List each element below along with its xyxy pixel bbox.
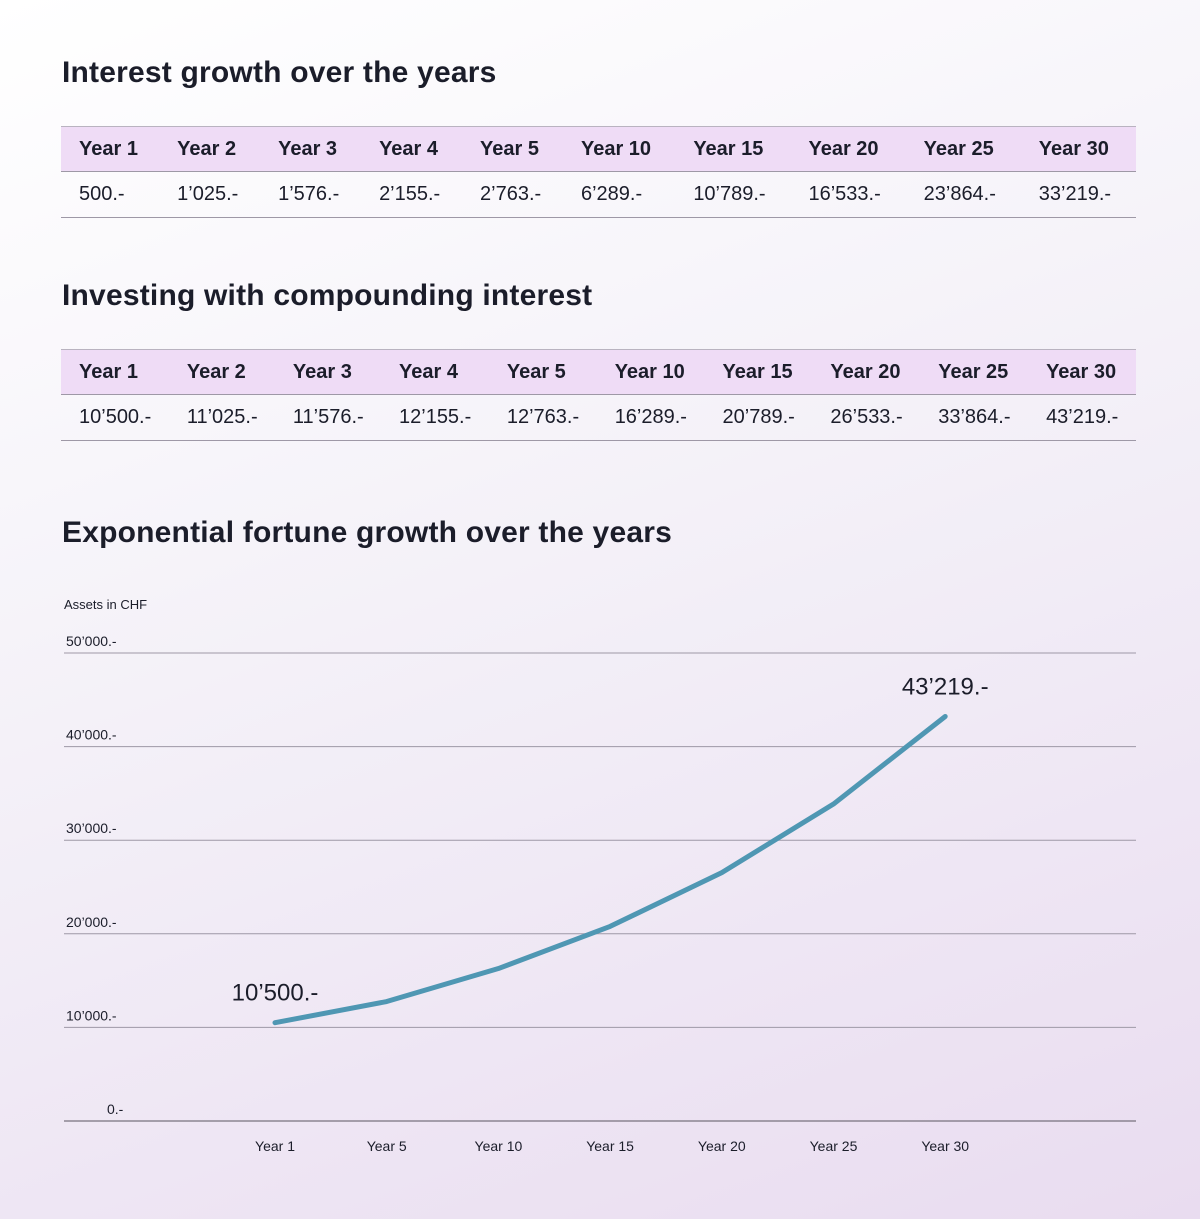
table-value-cell: 11’576.- [274, 394, 381, 441]
x-tick-label: Year 25 [810, 1138, 858, 1154]
x-tick-label: Year 10 [475, 1138, 523, 1154]
x-tick-label: Year 5 [367, 1138, 407, 1154]
table-value-cell: 43’219.- [1028, 394, 1136, 441]
y-tick-label: 20’000.- [66, 914, 117, 930]
chart-title: Exponential fortune growth over the year… [62, 516, 672, 549]
table-header-cell: Year 25 [905, 126, 1021, 172]
table-header-cell: Year 15 [675, 126, 791, 172]
table-value-cell: 33’864.- [920, 394, 1029, 441]
data-label: 10’500.- [232, 980, 319, 1007]
x-tick-label: Year 30 [921, 1138, 969, 1154]
table-header-cell: Year 2 [159, 126, 261, 172]
table-header-cell: Year 4 [361, 126, 463, 172]
interest-growth-table: Year 1 Year 2 Year 3 Year 4 Year 5 Year 10 Yea… [61, 126, 1136, 218]
y-tick-label: 10’000.- [66, 1007, 117, 1023]
table-value-cell: 10’789.- [675, 171, 791, 218]
table-header-cell: Year 15 [704, 349, 813, 395]
table-header-cell: Year 10 [562, 126, 676, 172]
table2-title: Investing with compounding interest [62, 279, 593, 312]
y-tick-label: 40’000.- [66, 727, 117, 743]
x-tick-label: Year 20 [698, 1138, 746, 1154]
table-header-cell: Year 5 [488, 349, 597, 395]
table-header-cell: Year 30 [1020, 126, 1136, 172]
x-tick-label: Year 15 [586, 1138, 634, 1154]
table-header-cell: Year 5 [462, 126, 563, 172]
table-value-cell: 20’789.- [704, 394, 813, 441]
table-value-cell: 2’155.- [361, 171, 463, 218]
table-value-cell: 26’533.- [812, 394, 921, 441]
table-header-cell: Year 3 [274, 349, 381, 395]
table-value-cell: 16’289.- [596, 394, 705, 441]
data-label: 43’219.- [902, 673, 989, 700]
table-header-cell: Year 1 [61, 349, 169, 395]
table-header-cell: Year 25 [920, 349, 1029, 395]
table-value-cell: 23’864.- [905, 171, 1021, 218]
table-header-cell: Year 4 [381, 349, 489, 395]
table-header-cell: Year 2 [168, 349, 275, 395]
table-value-cell: 500.- [61, 171, 160, 218]
table-value-cell: 16’533.- [790, 171, 906, 218]
table-value-cell: 33’219.- [1020, 171, 1136, 218]
x-tick-label: Year 1 [255, 1138, 295, 1154]
table-header-cell: Year 3 [260, 126, 362, 172]
table-header-cell: Year 30 [1028, 349, 1136, 395]
table-value-cell: 1’576.- [260, 171, 362, 218]
table-value-cell: 1’025.- [159, 171, 261, 218]
y-tick-label: 0.- [107, 1101, 124, 1117]
y-tick-label: 50’000.- [66, 633, 117, 649]
series-line [272, 713, 948, 1026]
y-tick-label: 30’000.- [66, 820, 117, 836]
table-header-cell: Year 20 [790, 126, 906, 172]
table1-title: Interest growth over the years [62, 56, 497, 89]
table-value-cell: 10’500.- [61, 394, 169, 441]
table-header-cell: Year 20 [812, 349, 921, 395]
y-axis-label: Assets in CHF [64, 597, 147, 612]
table-value-cell: 12’155.- [381, 394, 489, 441]
table-value-cell: 6’289.- [562, 171, 676, 218]
compounding-table: Year 1 Year 2 Year 3 Year 4 Year 5 Year 10 Yea… [61, 349, 1136, 441]
table-header-cell: Year 1 [61, 126, 160, 172]
table-value-cell: 2’763.- [462, 171, 563, 218]
table-value-cell: 11’025.- [168, 394, 275, 441]
table-header-cell: Year 10 [596, 349, 705, 395]
table-value-cell: 12’763.- [488, 394, 597, 441]
